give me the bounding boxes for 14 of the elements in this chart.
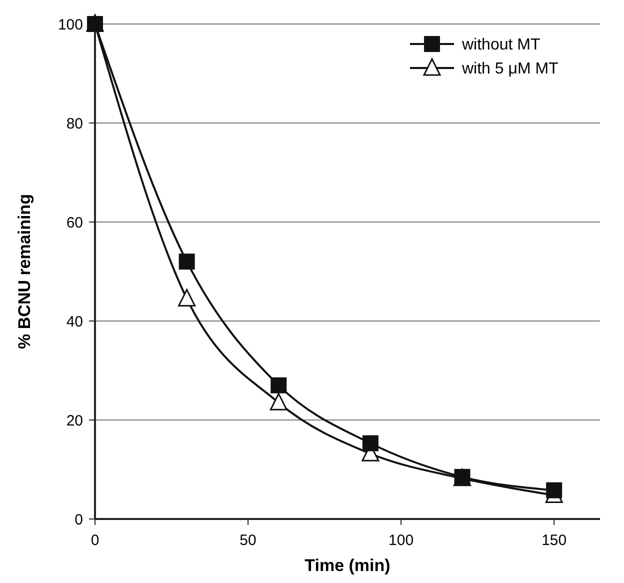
y-tick-label: 0 bbox=[74, 511, 83, 528]
y-tick-label: 60 bbox=[66, 214, 83, 232]
y-tick-label: 100 bbox=[58, 16, 83, 34]
x-axis-title: Time (min) bbox=[304, 556, 390, 575]
legend-label: with 5 μM MT bbox=[461, 60, 559, 78]
x-tick-label: 50 bbox=[240, 532, 256, 549]
x-tick-label: 150 bbox=[542, 532, 567, 549]
y-tick-label: 20 bbox=[66, 412, 83, 430]
legend-label: without MT bbox=[461, 36, 540, 54]
y-tick-label: 80 bbox=[66, 115, 83, 132]
y-axis-title: % BCNU remaining bbox=[15, 194, 34, 349]
x-tick-label: 100 bbox=[388, 532, 414, 549]
x-tick-label: 0 bbox=[90, 532, 100, 549]
y-tick-label: 40 bbox=[66, 313, 83, 330]
